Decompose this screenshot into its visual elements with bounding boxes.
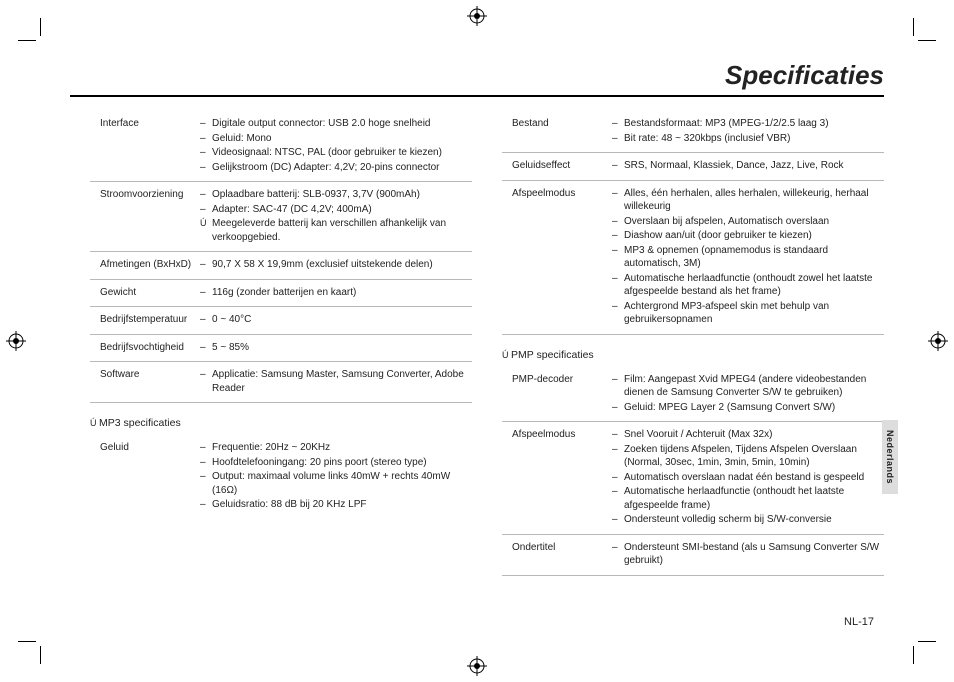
registration-mark-right bbox=[928, 331, 948, 351]
spec-values: 90,7 X 58 X 19,9mm (exclusief uitstekend… bbox=[200, 258, 472, 273]
spec-item: Geluidsratio: 88 dB bij 20 KHz LPF bbox=[200, 498, 472, 512]
spec-row: SoftwareApplicatie: Samsung Master, Sams… bbox=[90, 362, 472, 403]
spec-label: Afmetingen (BxHxD) bbox=[100, 258, 200, 272]
spec-row: AfspeelmodusAlles, één herhalen, alles h… bbox=[502, 181, 884, 335]
spec-row: InterfaceDigitale output connector: USB … bbox=[90, 111, 472, 182]
spec-item: Diashow aan/uit (door gebruiker te kieze… bbox=[612, 229, 884, 243]
mp3-section-header: MP3 specificaties bbox=[90, 403, 472, 435]
spec-label: Afspeelmodus bbox=[512, 428, 612, 442]
spec-values: SRS, Normaal, Klassiek, Dance, Jazz, Liv… bbox=[612, 159, 884, 174]
spec-values: Ondersteunt SMI-bestand (als u Samsung C… bbox=[612, 541, 884, 569]
left-column: InterfaceDigitale output connector: USB … bbox=[70, 111, 472, 576]
registration-mark-bottom bbox=[467, 656, 487, 676]
page-title: Specificaties bbox=[70, 60, 884, 97]
spec-item: Alles, één herhalen, alles herhalen, wil… bbox=[612, 187, 884, 214]
spec-item: 5 ~ 85% bbox=[200, 341, 472, 355]
spec-item: Film: Aangepast Xvid MPEG4 (andere video… bbox=[612, 373, 884, 400]
right-column: BestandBestandsformaat: MP3 (MPEG-1/2/2.… bbox=[502, 111, 884, 576]
spec-values: Applicatie: Samsung Master, Samsung Conv… bbox=[200, 368, 472, 396]
spec-label: Afspeelmodus bbox=[512, 187, 612, 201]
spec-row: AfspeelmodusSnel Vooruit / Achteruit (Ma… bbox=[502, 422, 884, 535]
spec-item: Ondersteunt SMI-bestand (als u Samsung C… bbox=[612, 541, 884, 568]
spec-item: Gelijkstroom (DC) Adapter: 4,2V; 20-pins… bbox=[200, 161, 472, 175]
spec-item: Snel Vooruit / Achteruit (Max 32x) bbox=[612, 428, 884, 442]
spec-row: Bedrijfsvochtigheid5 ~ 85% bbox=[90, 335, 472, 363]
spec-item: Videosignaal: NTSC, PAL (door gebruiker … bbox=[200, 146, 472, 160]
spec-item: Oplaadbare batterij: SLB-0937, 3,7V (900… bbox=[200, 188, 472, 202]
spec-label: PMP-decoder bbox=[512, 373, 612, 387]
spec-values: Bestandsformaat: MP3 (MPEG-1/2/2.5 laag … bbox=[612, 117, 884, 146]
spec-row: GeluidFrequentie: 20Hz ~ 20KHzHoofdtelef… bbox=[90, 435, 472, 519]
spec-values: 5 ~ 85% bbox=[200, 341, 472, 356]
spec-item: Achtergrond MP3-afspeel skin met behulp … bbox=[612, 300, 884, 327]
spec-item: SRS, Normaal, Klassiek, Dance, Jazz, Liv… bbox=[612, 159, 884, 173]
crop-mark-tr bbox=[896, 18, 936, 58]
spec-row: BestandBestandsformaat: MP3 (MPEG-1/2/2.… bbox=[502, 111, 884, 153]
spec-values: Film: Aangepast Xvid MPEG4 (andere video… bbox=[612, 373, 884, 416]
crop-mark-br bbox=[896, 624, 936, 664]
spec-item: 90,7 X 58 X 19,9mm (exclusief uitstekend… bbox=[200, 258, 472, 272]
spec-item: 0 ~ 40°C bbox=[200, 313, 472, 327]
spec-item: Digitale output connector: USB 2.0 hoge … bbox=[200, 117, 472, 131]
pmp-section-header: PMP specificaties bbox=[502, 335, 884, 367]
spec-values: 0 ~ 40°C bbox=[200, 313, 472, 328]
spec-item: Hoofdtelefooningang: 20 pins poort (ster… bbox=[200, 456, 472, 470]
spec-label: Bedrijfstemperatuur bbox=[100, 313, 200, 327]
spec-item: Output: maximaal volume links 40mW + rec… bbox=[200, 470, 472, 497]
crop-mark-tl bbox=[18, 18, 58, 58]
spec-label: Geluid bbox=[100, 441, 200, 455]
spec-values: Alles, één herhalen, alles herhalen, wil… bbox=[612, 187, 884, 328]
spec-item: Applicatie: Samsung Master, Samsung Conv… bbox=[200, 368, 472, 395]
spec-item: MP3 & opnemen (opnamemodus is standaard … bbox=[612, 244, 884, 271]
language-tab: Nederlands bbox=[882, 420, 898, 494]
spec-item: Bit rate: 48 ~ 320kbps (inclusief VBR) bbox=[612, 132, 884, 146]
spec-row: Bedrijfstemperatuur0 ~ 40°C bbox=[90, 307, 472, 335]
spec-label: Ondertitel bbox=[512, 541, 612, 555]
spec-values: Frequentie: 20Hz ~ 20KHzHoofdtelefooning… bbox=[200, 441, 472, 513]
spec-values: Digitale output connector: USB 2.0 hoge … bbox=[200, 117, 472, 175]
spec-item: Geluid: MPEG Layer 2 (Samsung Convert S/… bbox=[612, 401, 884, 415]
spec-row: OndertitelOndersteunt SMI-bestand (als u… bbox=[502, 535, 884, 576]
spec-item: Automatische herlaadfunctie (onthoudt zo… bbox=[612, 272, 884, 299]
spec-item: Overslaan bij afspelen, Automatisch over… bbox=[612, 215, 884, 229]
crop-mark-bl bbox=[18, 624, 58, 664]
spec-note: Meegeleverde batterij kan verschillen af… bbox=[200, 217, 472, 244]
spec-item: 116g (zonder batterijen en kaart) bbox=[200, 286, 472, 300]
spec-item: Bestandsformaat: MP3 (MPEG-1/2/2.5 laag … bbox=[612, 117, 884, 131]
spec-label: Interface bbox=[100, 117, 200, 131]
spec-row: GeluidseffectSRS, Normaal, Klassiek, Dan… bbox=[502, 153, 884, 181]
spec-item: Ondersteunt volledig scherm bij S/W-conv… bbox=[612, 513, 884, 527]
content-columns: InterfaceDigitale output connector: USB … bbox=[70, 111, 884, 576]
spec-label: Bestand bbox=[512, 117, 612, 131]
spec-label: Gewicht bbox=[100, 286, 200, 300]
spec-item: Adapter: SAC-47 (DC 4,2V; 400mA) bbox=[200, 203, 472, 217]
spec-label: Bedrijfsvochtigheid bbox=[100, 341, 200, 355]
spec-item: Automatisch overslaan nadat één bestand … bbox=[612, 471, 884, 485]
registration-mark-top bbox=[467, 6, 487, 26]
spec-label: Geluidseffect bbox=[512, 159, 612, 173]
spec-row: StroomvoorzieningOplaadbare batterij: SL… bbox=[90, 182, 472, 252]
page-number: NL-17 bbox=[844, 616, 874, 628]
spec-row: Gewicht116g (zonder batterijen en kaart) bbox=[90, 280, 472, 308]
spec-row: Afmetingen (BxHxD)90,7 X 58 X 19,9mm (ex… bbox=[90, 252, 472, 280]
spec-row: PMP-decoderFilm: Aangepast Xvid MPEG4 (a… bbox=[502, 367, 884, 423]
spec-values: Oplaadbare batterij: SLB-0937, 3,7V (900… bbox=[200, 188, 472, 245]
spec-item: Frequentie: 20Hz ~ 20KHz bbox=[200, 441, 472, 455]
spec-item: Geluid: Mono bbox=[200, 132, 472, 146]
page: Specificaties InterfaceDigitale output c… bbox=[0, 0, 954, 682]
spec-values: 116g (zonder batterijen en kaart) bbox=[200, 286, 472, 301]
spec-label: Software bbox=[100, 368, 200, 382]
spec-label: Stroomvoorziening bbox=[100, 188, 200, 202]
spec-values: Snel Vooruit / Achteruit (Max 32x)Zoeken… bbox=[612, 428, 884, 528]
registration-mark-left bbox=[6, 331, 26, 351]
spec-item: Zoeken tijdens Afspelen, Tijdens Afspele… bbox=[612, 443, 884, 470]
spec-item: Automatische herlaadfunctie (onthoudt he… bbox=[612, 485, 884, 512]
